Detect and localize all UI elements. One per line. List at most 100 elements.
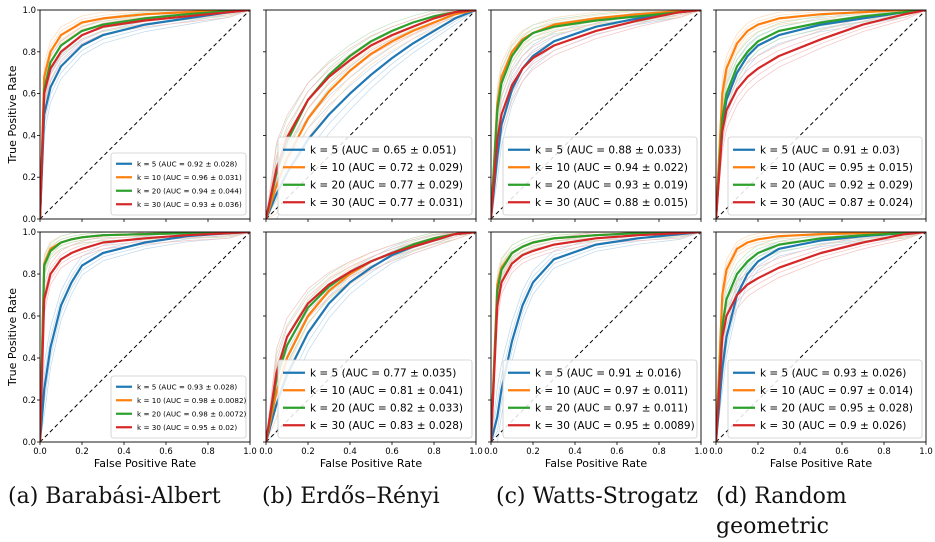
legend-label-k10: k = 10 (AUC = 0.81 ± 0.041) — [310, 385, 463, 397]
x-tick-label: 0.6 — [835, 447, 849, 457]
legend: k = 5 (AUC = 0.88 ± 0.033) k = 10 (AUC = … — [502, 136, 698, 216]
x-tick-label: 0.6 — [159, 447, 173, 457]
fold-trace-k30 — [40, 232, 250, 442]
fold-trace-k30 — [266, 232, 476, 442]
legend-label-k10: k = 10 (AUC = 0.72 ± 0.029) — [310, 162, 463, 174]
legend: k = 5 (AUC = 0.91 ± 0.016) k = 10 (AUC = … — [502, 359, 698, 439]
x-tick-label: 0.0 — [484, 447, 498, 457]
roc-line-k10 — [716, 10, 926, 219]
caption-erdos-renyi: (b) Erdős–Rényi — [262, 484, 440, 509]
fold-trace-k10 — [491, 10, 701, 219]
x-tick-label: 0.2 — [301, 447, 315, 457]
legend-label-k30: k = 30 (AUC = 0.95 ± 0.02) — [137, 423, 237, 432]
roc-figure: 0.0 0.2 0.4 0.6 0.8 1.0 True Positive Rate k = … — [6, 6, 933, 470]
roc-line-k5 — [491, 10, 701, 219]
legend-label-k10: k = 10 (AUC = 0.95 ± 0.015) — [760, 162, 913, 174]
fold-trace-k30 — [716, 10, 926, 219]
fold-trace-k20 — [491, 10, 701, 219]
roc-line-k30 — [716, 10, 926, 219]
x-tick-label: 1.0 — [919, 447, 933, 457]
fold-trace-k5 — [266, 232, 476, 442]
fold-trace-k5 — [491, 10, 701, 219]
y-axis-label: True Positive Rate — [6, 288, 19, 387]
fold-trace-k10 — [40, 232, 250, 442]
fold-trace-k5 — [716, 232, 926, 442]
legend-label-k10: k = 10 (AUC = 0.94 ± 0.022) — [535, 162, 688, 174]
mean-roc-lines — [716, 10, 926, 219]
legend-label-k30: k = 30 (AUC = 0.95 ± 0.0089) — [535, 420, 695, 432]
roc-panel-a-bottom: 0.00.0 0.2 0.2 0.4 0.4 0.6 0.6 0.8 0.8 1.0 1.0 Fals… — [6, 228, 257, 470]
fold-trace-k5 — [40, 232, 250, 442]
legend: k = 5 (AUC = 0.93 ± 0.026) k = 10 (AUC = … — [727, 359, 923, 439]
fold-trace-k30 — [716, 10, 926, 219]
mean-roc-lines — [40, 232, 250, 442]
legend-label-k10: k = 10 (AUC = 0.98 ± 0.0082) — [137, 396, 247, 405]
fold-trace-k20 — [40, 232, 250, 442]
legend-label-k5: k = 5 (AUC = 0.88 ± 0.033) — [535, 145, 681, 157]
x-tick-label: 0.4 — [117, 447, 131, 457]
fold-trace-k5 — [40, 232, 250, 442]
axes-frame — [265, 231, 477, 443]
legend: k = 5 (AUC = 0.65 ± 0.051) k = 10 (AUC = … — [277, 136, 473, 216]
roc-line-k30 — [40, 232, 250, 442]
legend-box — [110, 375, 247, 439]
fold-trace-k10 — [40, 10, 250, 219]
roc-line-k30 — [491, 10, 701, 219]
legend-label-k30: k = 30 (AUC = 0.9 ± 0.026) — [760, 420, 906, 432]
legend-label-k20: k = 20 (AUC = 0.97 ± 0.011) — [535, 403, 688, 415]
legend-label-k30: k = 30 (AUC = 0.87 ± 0.024) — [760, 197, 913, 209]
roc-line-k5 — [491, 232, 701, 442]
legend-label-k30: k = 30 (AUC = 0.93 ± 0.036) — [137, 200, 242, 209]
roc-line-k20 — [40, 10, 250, 219]
x-tick-label: 1.0 — [694, 447, 708, 457]
legend-box — [110, 152, 247, 216]
fold-trace-k20 — [40, 232, 250, 442]
y-tick-label: 0.4 — [22, 354, 36, 364]
caption-barabasi-albert: (a) Barabási-Albert — [8, 484, 221, 509]
fold-trace-k5 — [40, 10, 250, 219]
y-tick-label: 1.0 — [22, 228, 36, 238]
fold-trace-k20 — [491, 232, 701, 442]
mean-roc-lines — [491, 10, 701, 219]
legend-label-k5: k = 5 (AUC = 0.91 ± 0.03) — [760, 145, 900, 157]
x-tick-label: 0.0 — [709, 447, 723, 457]
x-tick-label: 0.6 — [610, 447, 624, 457]
roc-panel-b-top: k = 5 (AUC = 0.65 ± 0.051) k = 10 (AUC = … — [263, 9, 477, 222]
legend-box — [502, 136, 698, 216]
y-tick-label: 0.6 — [22, 90, 36, 100]
x-tick-label: 0.0 — [33, 447, 47, 457]
fold-trace-k10 — [491, 10, 701, 219]
fold-trace-k5 — [40, 232, 250, 442]
x-tick-label: 0.8 — [427, 447, 441, 457]
fold-trace-k10 — [491, 232, 701, 442]
fold-trace-k30 — [266, 10, 476, 219]
roc-line-k20 — [491, 10, 701, 219]
fold-trace-k5 — [491, 10, 701, 219]
fold-traces — [266, 232, 476, 442]
fold-trace-k10 — [716, 232, 926, 442]
legend-label-k30: k = 30 (AUC = 0.83 ± 0.028) — [310, 420, 463, 432]
fold-trace-k30 — [491, 232, 701, 442]
roc-line-k30 — [40, 10, 250, 219]
fold-trace-k5 — [491, 232, 701, 442]
legend-label-k20: k = 20 (AUC = 0.82 ± 0.033) — [310, 403, 463, 415]
fold-trace-k5 — [40, 10, 250, 219]
legend-label-k20: k = 20 (AUC = 0.95 ± 0.028) — [760, 403, 913, 415]
legend-label-k5: k = 5 (AUC = 0.91 ± 0.016) — [535, 368, 681, 380]
fold-trace-k30 — [40, 10, 250, 219]
legend: k = 5 (AUC = 0.77 ± 0.035) k = 10 (AUC = … — [277, 359, 473, 439]
roc-line-k10 — [716, 232, 926, 442]
legend-label-k30: k = 30 (AUC = 0.77 ± 0.031) — [310, 197, 463, 209]
legend-label-k5: k = 5 (AUC = 0.93 ± 0.028) — [137, 382, 237, 391]
roc-line-k20 — [491, 232, 701, 442]
x-tick-label: 0.2 — [75, 447, 89, 457]
legend-label-k20: k = 20 (AUC = 0.93 ± 0.019) — [535, 180, 688, 192]
roc-panel-a-top: 0.0 0.2 0.4 0.6 0.8 1.0 True Positive Rate k = … — [6, 6, 251, 225]
x-tick-label: 0.2 — [751, 447, 765, 457]
legend-box — [277, 359, 473, 439]
axes-frame — [490, 231, 702, 443]
roc-panel-d-top: k = 5 (AUC = 0.91 ± 0.03) k = 10 (AUC = 0… — [713, 9, 927, 222]
fold-trace-k10 — [40, 232, 250, 442]
roc-panel-c-bottom: 0.0 0.2 0.4 0.6 0.8 1.0 False Positive Rate k =… — [484, 231, 708, 470]
x-tick-label: 0.8 — [877, 447, 891, 457]
